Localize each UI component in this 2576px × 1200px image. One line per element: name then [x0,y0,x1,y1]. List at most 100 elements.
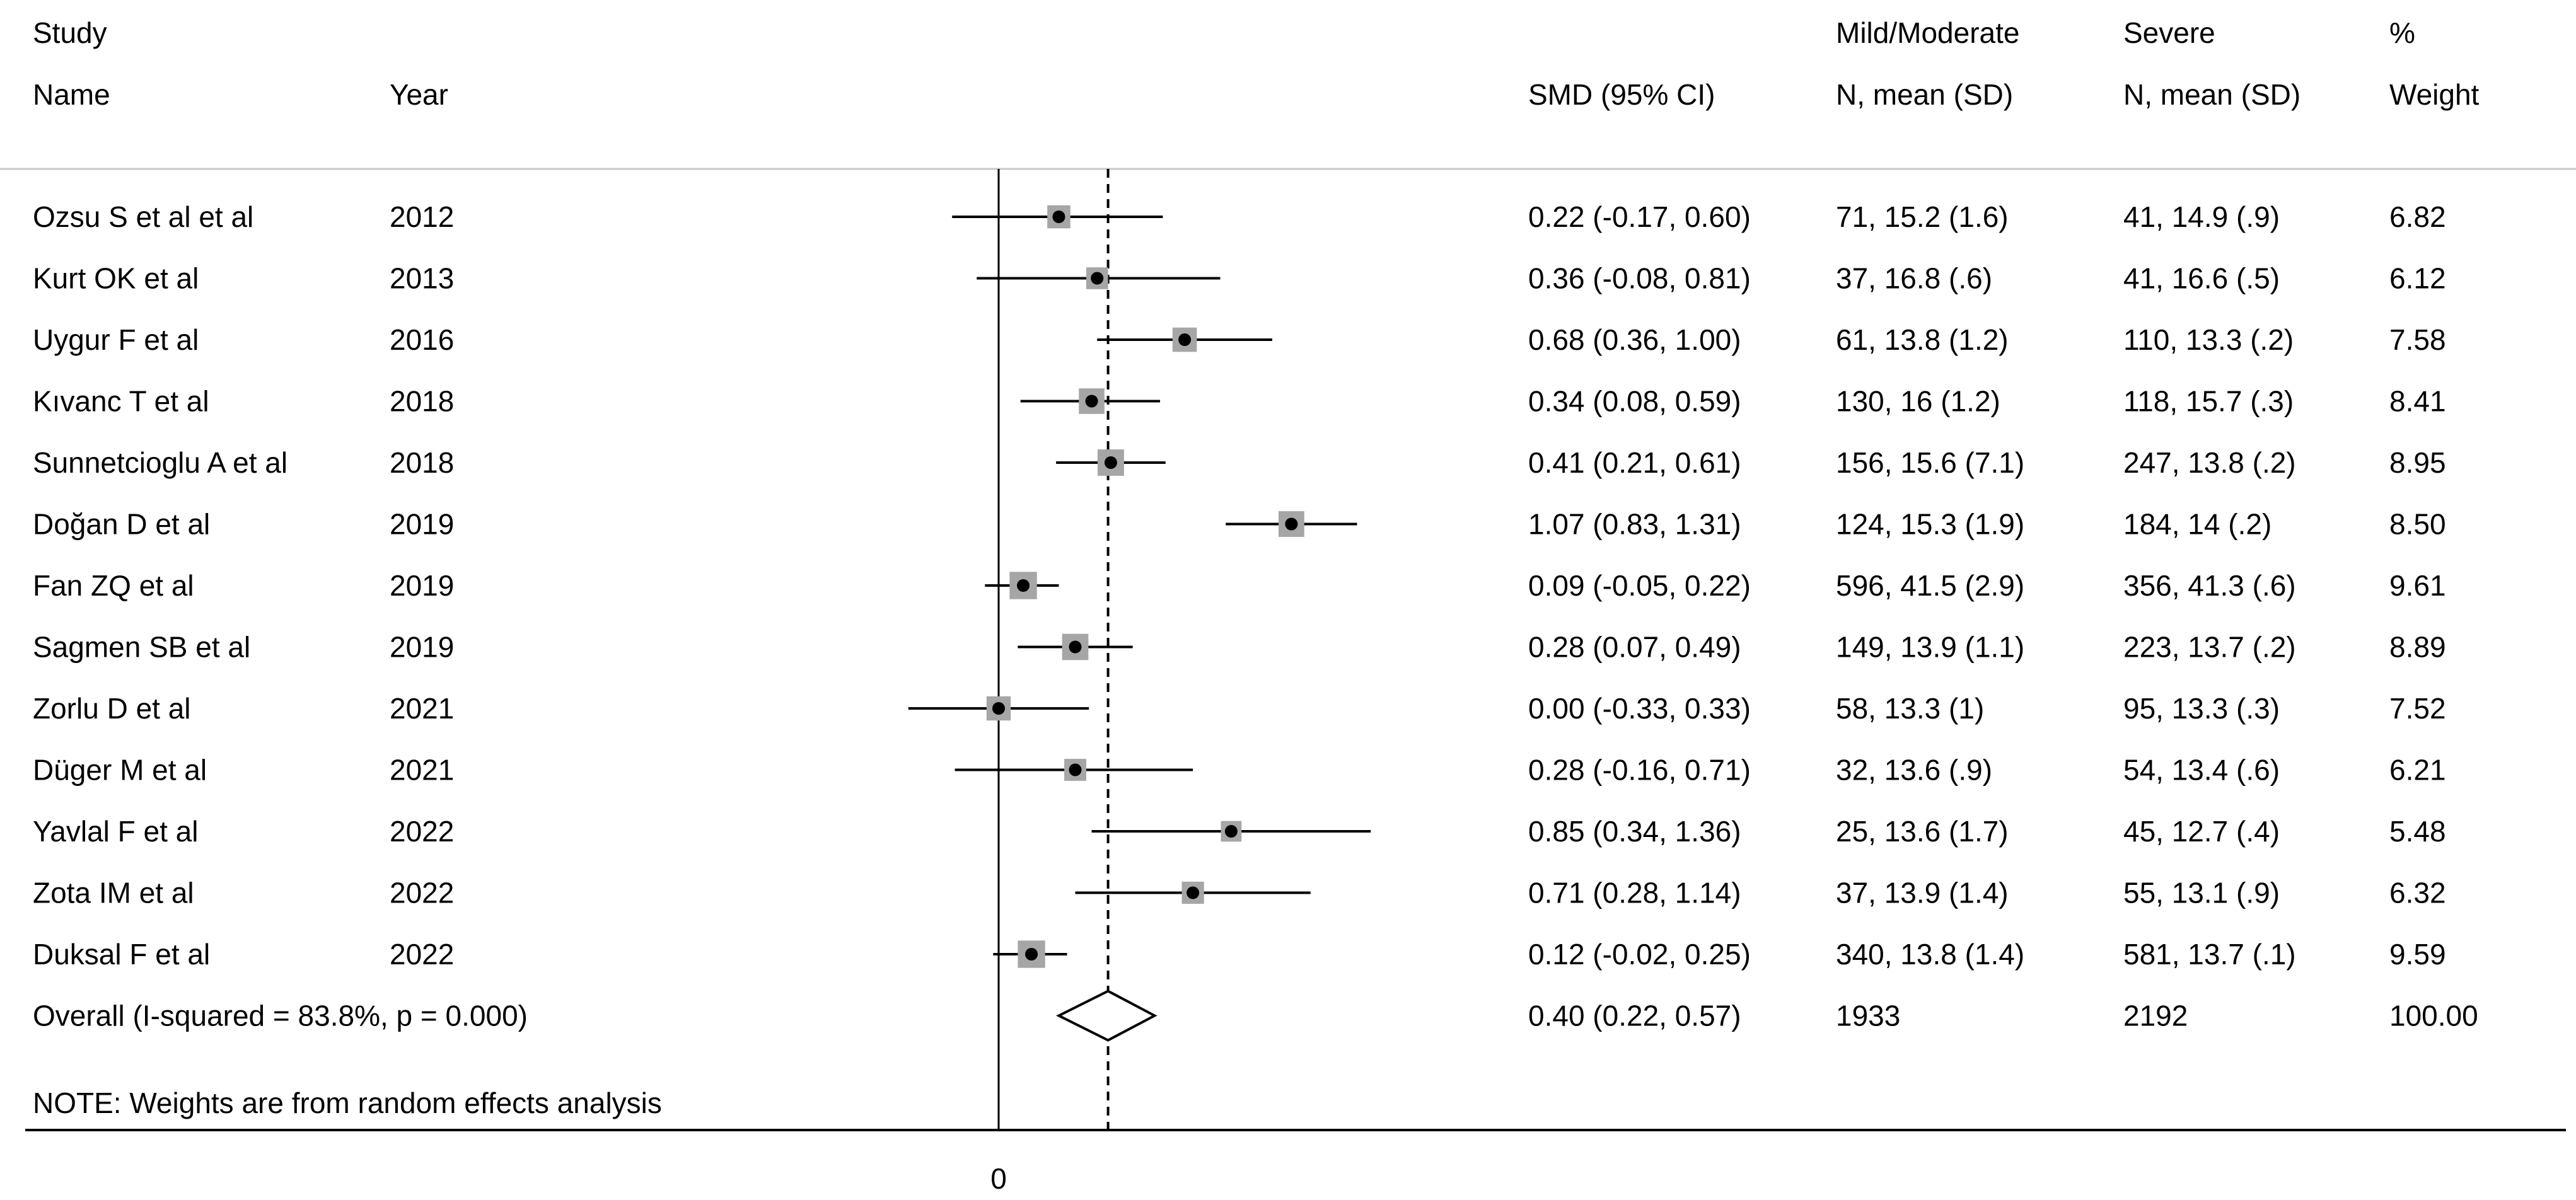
overall-mild-moderate-n: 1933 [1836,1000,1900,1032]
study-mild-moderate: 37, 16.8 (.6) [1836,262,1992,295]
study-weight: 6.12 [2389,262,2446,295]
header-severe: Severe [2123,16,2215,49]
point-estimate [1025,948,1038,961]
footnote: NOTE: Weights are from random effects an… [33,1087,662,1119]
study-severe: 110, 13.3 (.2) [2123,323,2294,356]
study-year: 2019 [390,569,454,602]
overall-severe-n: 2192 [2123,1000,2188,1032]
study-mild-moderate: 58, 13.3 (1) [1836,692,1984,725]
study-smd-ci: 0.41 (0.21, 0.61) [1528,446,1741,479]
point-estimate [1224,825,1238,838]
study-weight: 5.48 [2389,815,2446,848]
study-smd-ci: 0.22 (-0.17, 0.60) [1528,200,1751,233]
study-name: Zota IM et al [33,877,194,909]
header-smd: SMD (95% CI) [1528,78,1715,111]
study-smd-ci: 0.68 (0.36, 1.00) [1528,323,1741,356]
study-severe: 55, 13.1 (.9) [2123,877,2280,909]
study-mild-moderate: 156, 15.6 (7.1) [1836,446,2024,479]
study-weight: 9.59 [2389,938,2446,971]
point-estimate [1178,333,1192,346]
study-name: Ozsu S et al et al [33,200,253,233]
study-smd-ci: 0.85 (0.34, 1.36) [1528,815,1741,848]
study-mild-moderate: 340, 13.8 (1.4) [1836,938,2024,971]
table-header: Study Name Year SMD (95% CI) Mild/Modera… [33,16,2480,111]
overall-weight: 100.00 [2389,1000,2478,1032]
study-name: Sagmen SB et al [33,631,250,664]
study-smd-ci: 0.28 (0.07, 0.49) [1528,631,1741,664]
study-year: 2021 [390,754,454,787]
study-severe: 95, 13.3 (.3) [2123,692,2280,725]
study-name: Kurt OK et al [33,262,199,295]
study-weight: 8.41 [2389,385,2446,418]
study-weight: 6.32 [2389,877,2446,909]
study-row: Zota IM et al 2022 0.71 (0.28, 1.14) 37, 13… [33,877,2446,909]
header-name: Name [33,78,110,111]
study-severe: 356, 41.3 (.6) [2123,569,2296,602]
point-estimate [1104,456,1117,469]
study-smd-ci: 0.71 (0.28, 1.14) [1528,877,1741,909]
header-percent: % [2389,16,2415,49]
study-row: Kurt OK et al 2013 0.36 (-0.08, 0.81) 37, 1… [33,262,2446,295]
study-name: Fan ZQ et al [33,569,194,602]
study-name: Yavlal F et al [33,815,198,848]
study-year: 2019 [390,631,454,664]
study-severe: 118, 15.7 (.3) [2123,385,2294,418]
header-mild-moderate: Mild/Moderate [1836,16,2019,49]
study-row: Düger M et al 2021 0.28 (-0.16, 0.71) 32, 1… [33,754,2446,787]
study-mild-moderate: 25, 13.6 (1.7) [1836,815,2009,848]
study-severe: 247, 13.8 (.2) [2123,446,2296,479]
study-severe: 184, 14 (.2) [2123,508,2271,541]
overall-label: Overall (I-squared = 83.8%, p = 0.000) [33,1000,528,1032]
study-smd-ci: 0.09 (-0.05, 0.22) [1528,569,1751,602]
study-weight: 6.21 [2389,754,2446,787]
study-name: Duksal F et al [33,938,210,971]
study-weight: 8.89 [2389,631,2446,664]
study-mild-moderate: 596, 41.5 (2.9) [1836,569,2024,602]
study-smd-ci: 0.36 (-0.08, 0.81) [1528,262,1751,295]
study-year: 2013 [390,262,454,295]
study-year: 2021 [390,692,454,725]
study-rows: Ozsu S et al et al 2012 0.22 (-0.17, 0.60)… [33,200,2446,971]
study-year: 2019 [390,508,454,541]
study-year: 2016 [390,323,454,356]
point-estimate [992,702,1005,715]
header-severe-n-mean-sd: N, mean (SD) [2123,78,2300,111]
study-year: 2022 [390,877,454,909]
study-weight: 8.95 [2389,446,2446,479]
study-year: 2018 [390,385,454,418]
study-smd-ci: 0.12 (-0.02, 0.25) [1528,938,1751,971]
study-mild-moderate: 71, 15.2 (1.6) [1836,200,2009,233]
point-estimate [1285,517,1298,531]
study-severe: 581, 13.7 (.1) [2123,938,2296,971]
overall-diamond [1056,989,1157,1042]
study-smd-ci: 1.07 (0.83, 1.31) [1528,508,1741,541]
study-row: Duksal F et al 2022 0.12 (-0.02, 0.25) 340,… [33,938,2446,971]
study-weight: 9.61 [2389,569,2446,602]
study-row: Uygur F et al 2016 0.68 (0.36, 1.00) 61, 13… [33,323,2446,356]
study-weight: 7.58 [2389,323,2446,356]
study-year: 2012 [390,200,454,233]
header-study: Study [33,16,107,49]
study-mild-moderate: 149, 13.9 (1.1) [1836,631,2024,664]
point-estimate [1052,211,1065,223]
study-mild-moderate: 130, 16 (1.2) [1836,385,2000,418]
study-mild-moderate: 124, 15.3 (1.9) [1836,508,2024,541]
study-smd-ci: 0.28 (-0.16, 0.71) [1528,754,1751,787]
reference-lines [997,169,1110,1130]
point-estimate [1091,272,1104,285]
study-row: Ozsu S et al et al 2012 0.22 (-0.17, 0.60)… [33,200,2446,233]
study-year: 2018 [390,446,454,479]
overall-smd-ci: 0.40 (0.22, 0.57) [1528,1000,1741,1032]
study-row: Doğan D et al 2019 1.07 (0.83, 1.31) 124, 1… [33,508,2446,541]
study-weight: 7.52 [2389,692,2446,725]
study-severe: 54, 13.4 (.6) [2123,754,2280,787]
point-estimate [1186,886,1200,899]
study-weight: 6.82 [2389,200,2446,233]
study-year: 2022 [390,938,454,971]
point-estimate [1069,763,1082,776]
study-name: Zorlu D et al [33,692,191,725]
study-smd-ci: 0.00 (-0.33, 0.33) [1528,692,1751,725]
study-row: Sagmen SB et al 2019 0.28 (0.07, 0.49) 149,… [33,631,2446,664]
study-mild-moderate: 61, 13.8 (1.2) [1836,323,2009,356]
